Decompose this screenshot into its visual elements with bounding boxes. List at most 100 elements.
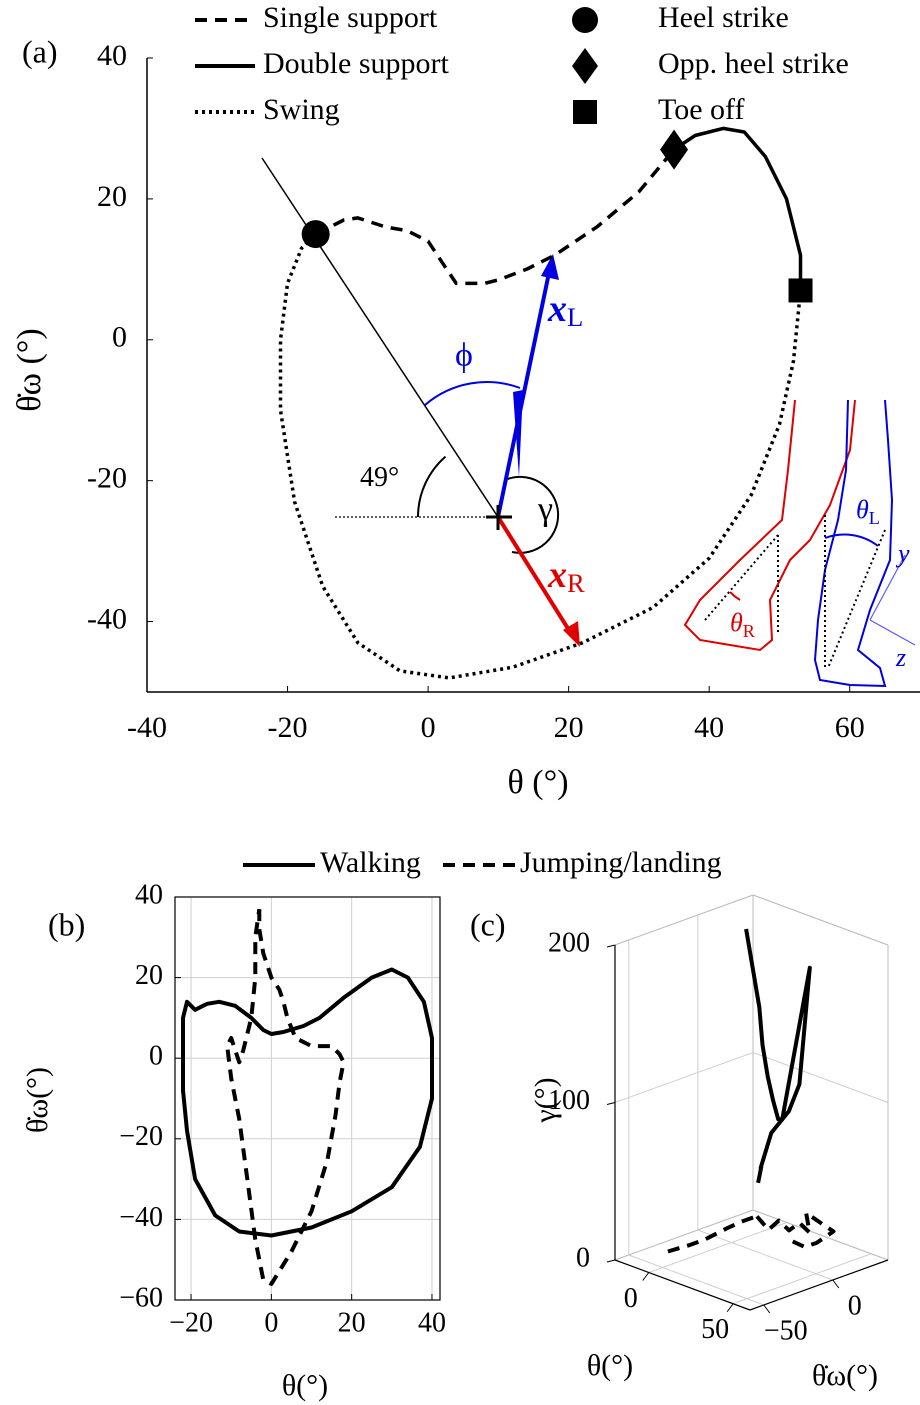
diamond-marker <box>660 129 689 170</box>
x-tick-label: 0 <box>264 1307 278 1338</box>
series-line <box>314 148 676 286</box>
grid-line <box>628 940 764 1306</box>
leg-sketch <box>683 399 916 688</box>
legend-label: Single support <box>263 1 438 34</box>
legend-label: Heel strike <box>658 1 789 34</box>
theta-l-arc <box>824 533 879 547</box>
panel-label: (c) <box>470 906 506 942</box>
xl-arrow <box>496 267 552 518</box>
grid-line <box>697 915 833 1281</box>
heel-strike-marker <box>301 220 330 249</box>
annotation-text: x <box>547 554 567 596</box>
y-tick-label: −40 <box>119 1202 163 1233</box>
y-axis-label: θ̇ω (°) <box>11 328 48 411</box>
z-tick <box>606 1259 616 1263</box>
reference-line <box>261 157 499 518</box>
angle-construction <box>261 157 580 647</box>
annotation-text: 49° <box>360 462 399 493</box>
z-tick-label: 0 <box>576 1242 590 1273</box>
annotation-text: ϕ <box>455 337 473 374</box>
box-edge <box>752 1209 889 1261</box>
z-tick-label: 100 <box>548 1085 590 1116</box>
legend-marker <box>573 100 597 124</box>
legend-label: Walking <box>320 846 421 879</box>
series-line <box>181 967 434 1238</box>
y-tick <box>832 1279 840 1289</box>
left-leg <box>813 399 894 688</box>
annotation-text: γ <box>537 491 553 528</box>
z-axis-label: γ(°) <box>529 1077 562 1123</box>
x-axis <box>614 1259 751 1311</box>
y-axis <box>749 1259 889 1311</box>
annotation: z <box>895 643 906 672</box>
series-line <box>225 908 346 1286</box>
y-axis-label: θ̇ω(°) <box>812 1359 878 1392</box>
legend-label: Opp. heel strike <box>658 47 849 80</box>
annotation: y <box>895 539 910 568</box>
legend-label: Double support <box>263 47 449 80</box>
x-tick-label: -20 <box>268 711 308 744</box>
y-tick-label: 20 <box>97 180 127 213</box>
series-line <box>673 126 803 291</box>
x-tick-label: 40 <box>418 1307 446 1338</box>
y-tick-label: 20 <box>135 960 163 991</box>
theta-r-arc <box>729 591 741 601</box>
annotation-subscript: L <box>567 302 583 332</box>
x-tick-label: 0 <box>624 1283 638 1314</box>
square-marker <box>788 278 813 303</box>
grid-line <box>614 894 889 946</box>
y-tick-label: −50 <box>764 1315 808 1346</box>
ref <box>704 534 779 621</box>
y-tick-label: −60 <box>119 1282 163 1313</box>
x-tick-label: −20 <box>169 1307 213 1338</box>
y-axis-arrow <box>869 554 906 621</box>
gamma-arc <box>504 475 560 554</box>
annotation-subscript: L <box>869 508 880 528</box>
legend-label: Toe off <box>658 93 744 126</box>
annotation-text: z <box>895 643 906 672</box>
xr-arrow <box>496 515 574 637</box>
xr-arrowhead <box>563 621 580 647</box>
legend-label: Jumping/landing <box>520 846 722 879</box>
annotation: xR <box>547 554 585 598</box>
ref <box>827 529 886 669</box>
annotation-subscript: R <box>567 568 585 598</box>
series-line <box>667 1210 836 1254</box>
x-tick-label: 50 <box>701 1314 729 1345</box>
grid-line <box>732 1253 872 1305</box>
annotation: θL <box>856 495 880 528</box>
annotation: xL <box>547 288 583 332</box>
x-tick <box>642 1272 650 1281</box>
annotation-text: x <box>547 288 567 330</box>
z-tick <box>606 1102 616 1105</box>
right-leg <box>683 399 856 652</box>
legend-marker <box>572 7 598 33</box>
annotation-text: θ <box>730 608 743 637</box>
y-tick-label: 40 <box>135 879 163 910</box>
x-axis-label: θ(°) <box>282 1369 328 1402</box>
legend-label: Swing <box>263 93 340 126</box>
z-tick <box>606 944 616 948</box>
grid-line <box>648 1222 787 1273</box>
y-tick-label: 0 <box>848 1290 862 1321</box>
z-axis-arrow <box>869 619 916 646</box>
y-tick <box>763 1304 771 1314</box>
x-tick <box>726 1303 734 1313</box>
phi-arc <box>424 381 521 406</box>
xl-arrowhead <box>541 254 559 280</box>
angle-arc <box>416 455 447 518</box>
x-axis-label: θ(°) <box>587 1349 633 1382</box>
y-axis-label: θ̇ω(°) <box>21 1067 54 1133</box>
y-tick-label: 0 <box>112 321 127 354</box>
x-tick-label: 60 <box>835 711 865 744</box>
annotation: θR <box>730 608 756 641</box>
y-tick-label: -40 <box>87 602 127 635</box>
annotation-subscript: R <box>743 621 756 641</box>
box-edge <box>614 894 754 946</box>
z-tick-label: 200 <box>548 927 590 958</box>
annotation-text: y <box>895 539 910 568</box>
box-edge <box>614 1209 754 1261</box>
box-edge <box>752 894 889 946</box>
x-tick-label: 0 <box>421 711 436 744</box>
